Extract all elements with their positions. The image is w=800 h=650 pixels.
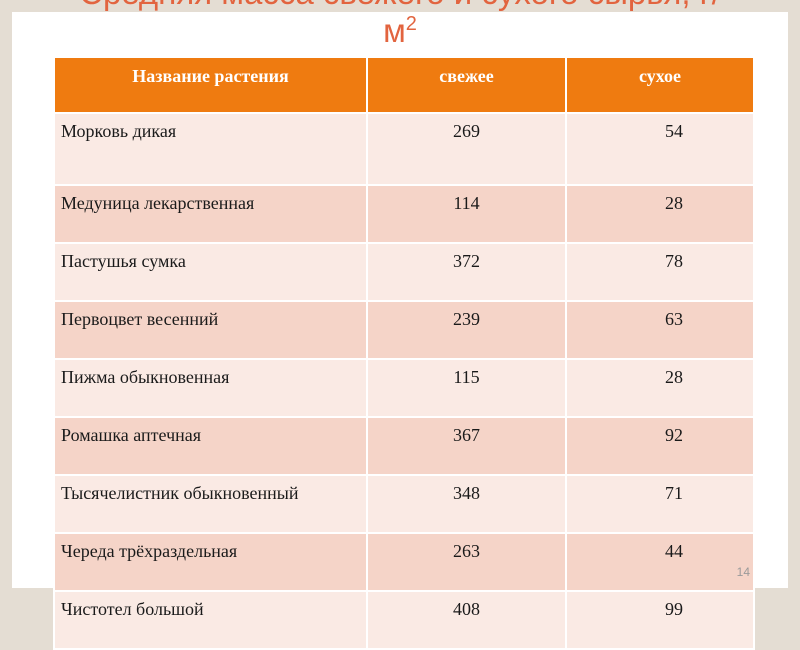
table-row: Ромашка аптечная 367 92 [53, 416, 755, 476]
table-header-row: Название растения свежее сухое [53, 56, 755, 114]
dry-mass-cell: 71 [565, 474, 755, 534]
plant-name-cell: Медуница лекарственная [53, 184, 368, 244]
plant-name-cell: Морковь дикая [53, 112, 368, 186]
dry-mass-cell: 92 [565, 416, 755, 476]
fresh-mass-cell: 367 [366, 416, 567, 476]
table-row: Пижма обыкновенная 115 28 [53, 358, 755, 418]
table-row: Первоцвет весенний 239 63 [53, 300, 755, 360]
dry-mass-cell: 28 [565, 184, 755, 244]
slide-title-superscript: 2 [405, 13, 417, 35]
fresh-mass-cell: 348 [366, 474, 567, 534]
fresh-mass-cell: 269 [366, 112, 567, 186]
table-row: Тысячелистник обыкновенный 348 71 [53, 474, 755, 534]
header-dry: сухое [565, 56, 755, 114]
fresh-mass-cell: 263 [366, 532, 567, 592]
fresh-mass-cell: 115 [366, 358, 567, 418]
header-fresh: свежее [366, 56, 567, 114]
slide-title-unit: м [383, 12, 406, 49]
plant-name-cell: Пастушья сумка [53, 242, 368, 302]
slide-title: Средняя масса свежего и сухого сырья, г/… [0, 0, 800, 50]
dry-mass-cell: 44 [565, 532, 755, 592]
page-number: 14 [736, 565, 750, 579]
dry-mass-cell: 78 [565, 242, 755, 302]
dry-mass-cell: 63 [565, 300, 755, 360]
fresh-mass-cell: 239 [366, 300, 567, 360]
slide-title-line2: м2 [0, 12, 800, 50]
table-row: Медуница лекарственная 114 28 [53, 184, 755, 244]
plant-mass-table: Название растения свежее сухое Морковь д… [53, 56, 755, 650]
table-row: Пастушья сумка 372 78 [53, 242, 755, 302]
plant-name-cell: Ромашка аптечная [53, 416, 368, 476]
table-row: Череда трёхраздельная 263 44 [53, 532, 755, 592]
plant-name-cell: Тысячелистник обыкновенный [53, 474, 368, 534]
slide-title-line1: Средняя масса свежего и сухого сырья, г/ [79, 0, 721, 11]
header-plant-name: Название растения [53, 56, 368, 114]
fresh-mass-cell: 372 [366, 242, 567, 302]
fresh-mass-cell: 114 [366, 184, 567, 244]
plant-name-cell: Череда трёхраздельная [53, 532, 368, 592]
dry-mass-cell: 28 [565, 358, 755, 418]
plant-name-cell: Пижма обыкновенная [53, 358, 368, 418]
dry-mass-cell: 54 [565, 112, 755, 186]
plant-name-cell: Первоцвет весенний [53, 300, 368, 360]
table-row: Морковь дикая 269 54 [53, 112, 755, 186]
